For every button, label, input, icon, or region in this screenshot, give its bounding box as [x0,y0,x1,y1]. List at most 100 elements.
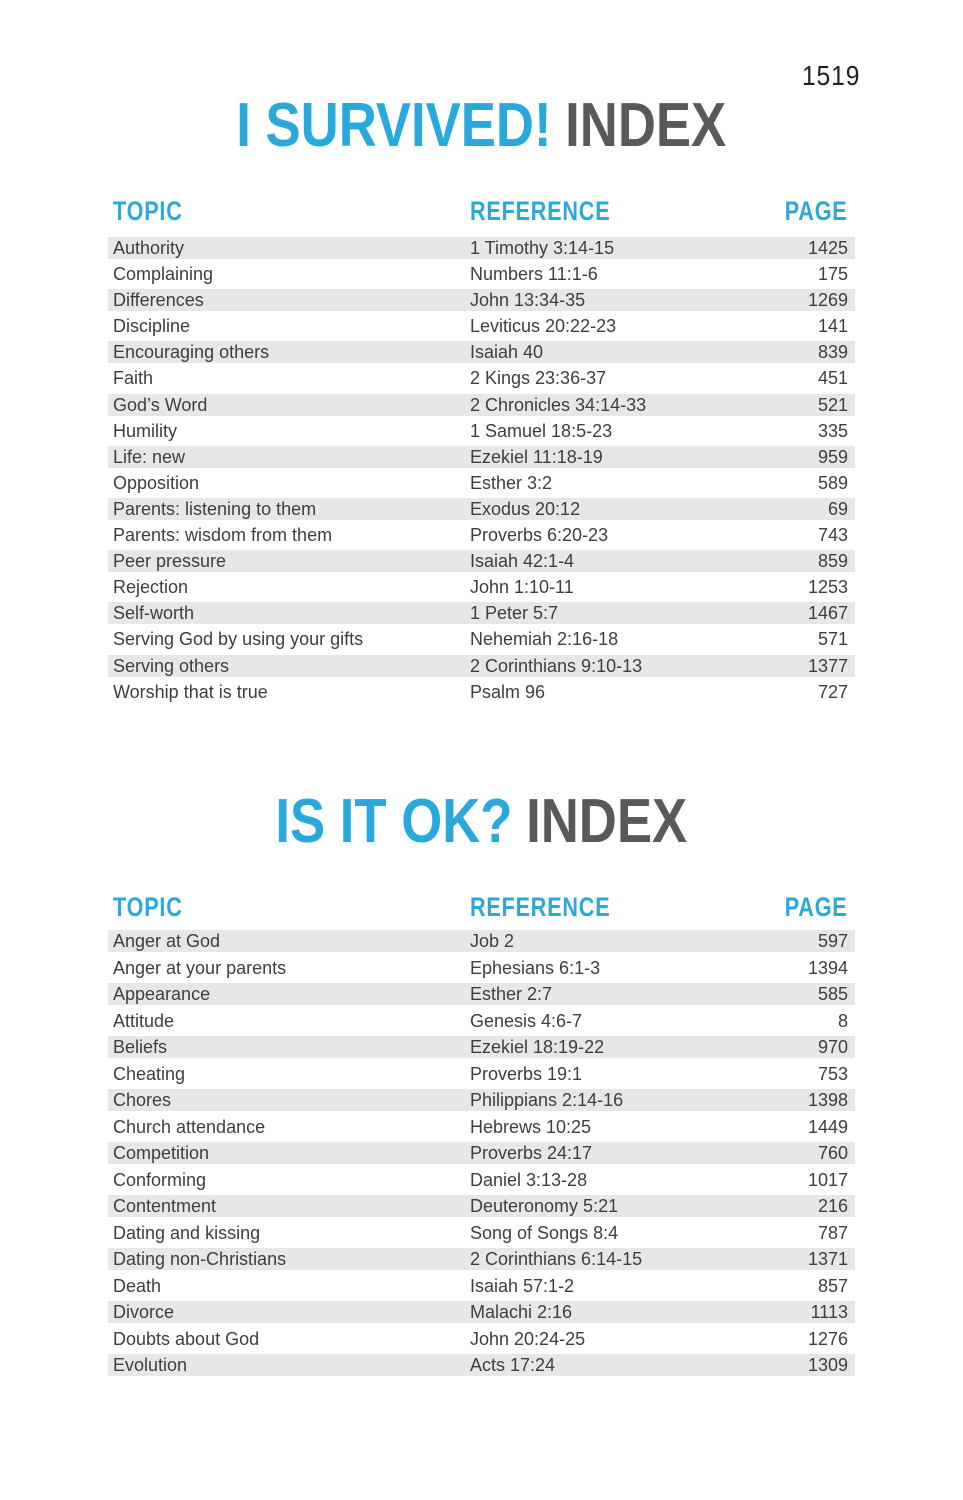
row-reference: Malachi 2:16 [470,1302,573,1322]
row-page: 1113 [810,1302,848,1322]
row-topic: Worship that is true [113,681,268,702]
row-topic: Church attendance [113,1116,266,1137]
row-reference: Hebrews 10:25 [470,1116,592,1137]
row-page: 1253 [807,577,848,598]
row-page: 521 [817,394,848,415]
row-reference: 2 Kings 23:36-37 [470,368,607,389]
table-row: Competition Proverbs 24:17 760 [108,1142,855,1164]
row-topic: Evolution [113,1355,188,1375]
row-topic: Contentment [113,1196,217,1216]
table-row: Church attendance Hebrews 10:25 1449 [108,1116,855,1138]
table-row: Serving God by using your gifts Nehemiah… [108,628,855,650]
row-topic: Anger at God [113,931,221,951]
row-page: 1425 [807,238,848,258]
table-row: Dating and kissing Song of Songs 8:4 787 [108,1222,855,1244]
title-rest: INDEX [565,91,727,160]
row-topic: Appearance [113,984,211,1004]
row-topic: Faith [113,368,154,389]
column-header-reference: REFERENCE [470,196,611,226]
table-row: Serving others 2 Corinthians 9:10-13 137… [108,654,855,677]
row-topic: Serving God by using your gifts [113,629,364,650]
row-page: 8 [837,1010,848,1031]
row-page: 69 [827,498,848,519]
table-row: Self-worth 1 Peter 5:7 1467 [108,602,855,625]
row-page: 1398 [807,1090,848,1110]
row-topic: Dating non-Christians [113,1249,287,1269]
table-row: Beliefs Ezekiel 18:19-22 970 [108,1036,855,1058]
row-reference: Proverbs 6:20-23 [470,525,609,546]
row-reference: Proverbs 19:1 [470,1063,583,1084]
table-row: Complaining Numbers 11:1-6 175 [108,263,855,285]
table-row: Encouraging others Isaiah 40 839 [108,341,855,364]
row-reference: Esther 3:2 [470,472,553,493]
row-topic: Cheating [113,1063,186,1084]
table-row: Attitude Genesis 4:6-7 8 [108,1010,855,1032]
row-page: 1449 [807,1116,848,1137]
row-page: 335 [817,420,848,441]
row-page: 753 [817,1063,848,1084]
row-reference: Philippians 2:14-16 [470,1090,624,1110]
row-page: 589 [817,472,848,493]
row-page: 1309 [807,1355,848,1375]
row-reference: Esther 2:7 [470,984,553,1004]
table-row: Worship that is true Psalm 96 727 [108,681,855,703]
table-row: Dating non-Christians 2 Corinthians 6:14… [108,1248,855,1270]
title-highlight: I SURVIVED! [236,91,552,160]
row-topic: Humility [113,420,178,441]
section-title-is-it-ok: IS IT OK? INDEX [0,786,963,857]
row-reference: Isaiah 57:1-2 [470,1275,575,1296]
table-row: Humility 1 Samuel 18:5-23 335 [108,420,855,442]
row-page: 1394 [807,957,848,978]
table-row: Life: new Ezekiel 11:18-19 959 [108,445,855,468]
row-reference: Daniel 3:13-28 [470,1169,588,1190]
row-reference: 1 Timothy 3:14-15 [470,238,615,258]
table-row: Authority 1 Timothy 3:14-15 1425 [108,237,855,259]
row-reference: Acts 17:24 [470,1355,556,1375]
table-row: Faith 2 Kings 23:36-37 451 [108,367,855,389]
column-header-reference: REFERENCE [470,892,611,922]
row-reference: Song of Songs 8:4 [470,1222,619,1243]
row-topic: Beliefs [113,1037,168,1057]
row-reference: Leviticus 20:22-23 [470,316,617,337]
row-topic: Complaining [113,264,214,285]
row-page: 571 [817,629,848,650]
row-page: 1017 [807,1169,848,1190]
row-page: 175 [817,264,848,285]
table-row: Discipline Leviticus 20:22-23 141 [108,315,855,337]
row-reference: Nehemiah 2:16-18 [470,629,619,650]
row-page: 585 [817,984,848,1004]
row-reference: John 1:10-11 [470,577,574,598]
row-topic: Death [113,1275,162,1296]
table-rows-i-survived: Authority 1 Timothy 3:14-15 1425 Complai… [108,237,855,707]
row-page: 760 [817,1143,848,1163]
row-page: 216 [817,1196,848,1216]
table-header-i-survived: TOPIC REFERENCE PAGE [108,196,855,227]
row-reference: Numbers 11:1-6 [470,264,598,285]
row-topic: Anger at your parents [113,957,287,978]
table-row: Anger at God Job 2 597 [108,930,855,952]
table-row: Rejection John 1:10-11 1253 [108,576,855,598]
table-row: Evolution Acts 17:24 1309 [108,1354,855,1376]
row-page: 1276 [807,1328,848,1349]
table-row: Peer pressure Isaiah 42:1-4 859 [108,550,855,573]
row-topic: Differences [113,290,204,311]
row-reference: 2 Corinthians 6:14-15 [470,1249,643,1269]
row-topic: Peer pressure [113,551,227,572]
row-topic: Doubts about God [113,1328,260,1349]
row-page: 597 [817,931,848,951]
row-topic: Serving others [113,655,230,676]
row-topic: Attitude [113,1010,175,1031]
row-page: 857 [817,1275,848,1296]
row-page: 970 [817,1037,848,1057]
column-header-page: PAGE [785,892,848,922]
table-rows-is-it-ok: Anger at God Job 2 597 Anger at your par… [108,930,855,1381]
row-topic: Dating and kissing [113,1222,261,1243]
page-number: 1519 [801,60,860,91]
row-topic: Life: new [113,446,186,467]
table-row: Appearance Esther 2:7 585 [108,983,855,1005]
row-topic: Discipline [113,316,191,337]
row-page: 787 [817,1222,848,1243]
row-reference: 1 Samuel 18:5-23 [470,420,613,441]
row-reference: Isaiah 42:1-4 [470,551,575,572]
section-title-i-survived: I SURVIVED! INDEX [0,90,963,161]
